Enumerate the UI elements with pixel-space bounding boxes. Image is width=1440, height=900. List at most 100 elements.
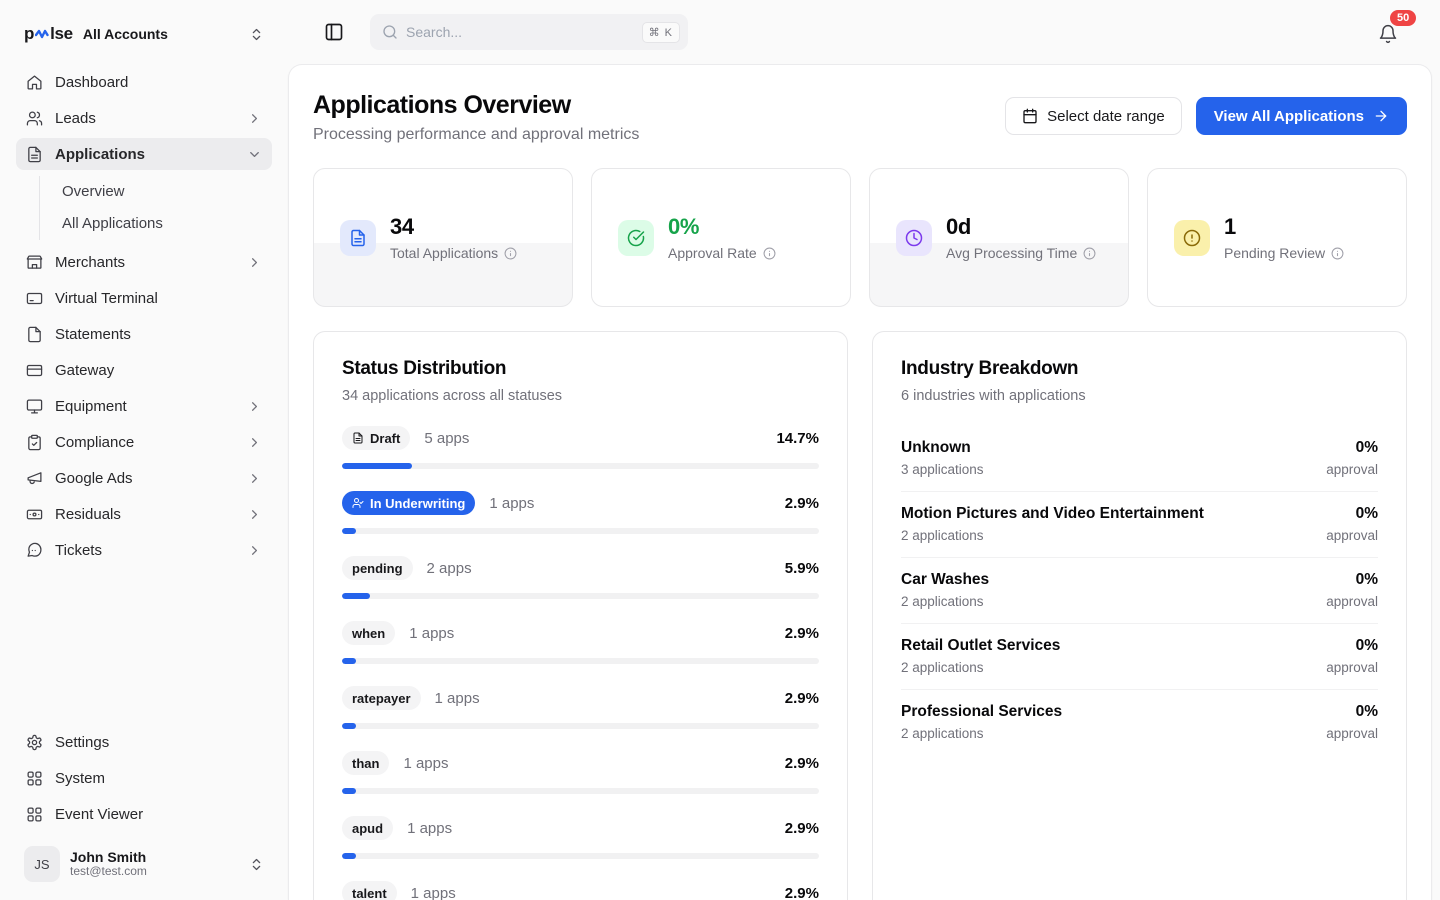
sidebar-item-dashboard[interactable]: Dashboard: [16, 66, 272, 98]
progress-fill: [342, 528, 356, 534]
stat-label: Avg Processing Time: [946, 245, 1096, 261]
org-switcher[interactable]: p lse All Accounts: [16, 16, 272, 52]
sidebar-item-label: Merchants: [55, 253, 126, 271]
info-icon[interactable]: [504, 247, 517, 260]
notification-count-badge: 50: [1390, 10, 1417, 26]
calendar-icon: [1023, 108, 1037, 124]
chevron-right-icon: [252, 473, 257, 483]
gear-icon: [27, 734, 42, 750]
sidebar-item-applications[interactable]: Applications: [16, 138, 272, 170]
apps-count: 1 apps: [407, 819, 453, 837]
industry-name: Motion Pictures and Video Entertainment: [901, 505, 1204, 522]
sidebar-item-label: Statements: [55, 325, 131, 343]
status-percent: 2.9%: [784, 819, 819, 837]
stat-card-approval-rate: 0% Approval Rate: [591, 168, 851, 307]
sidebar-item-system[interactable]: System: [16, 762, 272, 794]
status-badge-label: talent: [352, 885, 387, 900]
stat-value: 34: [390, 214, 414, 239]
status-panel-subtitle: 34 applications across all statuses: [342, 388, 563, 404]
progress-bar: [342, 788, 819, 794]
stat-card-avg-processing-time: 0d Avg Processing Time: [869, 168, 1129, 307]
sidebar-item-tickets[interactable]: Tickets: [16, 534, 272, 566]
progress-fill: [342, 723, 356, 729]
sidebar-footer: Settings System Event Viewer JS John Smi…: [16, 726, 272, 888]
bell-icon: [1379, 24, 1397, 44]
sidebar-item-google-ads[interactable]: Google Ads: [16, 462, 272, 494]
stat-value: 0%: [668, 214, 700, 239]
sidebar-item-compliance[interactable]: Compliance: [16, 426, 272, 458]
notifications-button[interactable]: 50: [1378, 10, 1417, 46]
clock-icon: [896, 219, 932, 256]
file-icon: [28, 326, 41, 342]
industry-row: Professional Services 2 applications 0% …: [901, 689, 1378, 755]
sidebar-item-label: Applications: [55, 145, 146, 163]
alert-circle-icon: [1174, 219, 1210, 256]
sidebar-subitem-label: Overview: [62, 182, 125, 200]
apps-count: 2 apps: [426, 559, 472, 577]
sidebar-item-gateway[interactable]: Gateway: [16, 354, 272, 386]
industry-approval-label: approval: [1326, 660, 1378, 675]
megaphone-icon: [27, 471, 42, 484]
sidebar-item-merchants[interactable]: Merchants: [16, 246, 272, 278]
sidebar-item-leads[interactable]: Leads: [16, 102, 272, 134]
status-percent: 2.9%: [784, 494, 819, 512]
progress-fill: [342, 853, 356, 859]
status-percent: 2.9%: [784, 624, 819, 642]
status-badge-label: than: [352, 755, 380, 771]
apps-count: 1 apps: [434, 689, 480, 707]
status-percent: 2.9%: [784, 754, 819, 772]
main-column: ⌘ K 50 Applications Overview Processing …: [288, 0, 1440, 900]
sidebar-item-event-viewer[interactable]: Event Viewer: [16, 798, 272, 830]
sidebar-item-equipment[interactable]: Equipment: [16, 390, 272, 422]
industry-approval-rate: 0%: [1355, 703, 1378, 720]
info-icon[interactable]: [1083, 247, 1096, 260]
credit-card-icon: [26, 364, 43, 376]
sidebar-item-virtual-terminal[interactable]: Virtual Terminal: [16, 282, 272, 314]
progress-fill: [342, 463, 413, 469]
sidebar-item-settings[interactable]: Settings: [16, 726, 272, 758]
stat-label-text: Pending Review: [1224, 245, 1326, 261]
select-date-range-button[interactable]: Select date range: [1005, 97, 1182, 135]
sidebar: p lse All Accounts Dashboard Leads Appli…: [0, 0, 288, 900]
credit-card-icon: [26, 292, 43, 304]
status-badge-label: apud: [352, 820, 384, 836]
status-badge-talent: talent: [342, 881, 397, 900]
info-icon[interactable]: [763, 247, 776, 260]
sidebar-item-label: Residuals: [55, 505, 121, 523]
banknote-icon: [26, 509, 43, 519]
status-distribution-panel: Status Distribution 34 applications acro…: [313, 331, 848, 900]
sidebar-item-statements[interactable]: Statements: [16, 318, 272, 350]
stat-value: 1: [1224, 214, 1236, 239]
view-all-applications-label: View All Applications: [1213, 107, 1364, 125]
progress-bar: [342, 853, 819, 859]
view-all-applications-button[interactable]: View All Applications: [1195, 97, 1407, 135]
search-box[interactable]: ⌘ K: [370, 14, 688, 50]
user-menu[interactable]: JS John Smith test@test.com: [16, 840, 272, 888]
chevron-right-icon: [252, 113, 257, 123]
progress-fill: [342, 658, 356, 664]
stat-value: 0d: [946, 214, 972, 239]
status-percent: 14.7%: [776, 429, 819, 447]
status-row: pending 2 apps 5.9%: [342, 556, 819, 599]
sidebar-item-label: Compliance: [55, 433, 135, 451]
sidebar-item-label: Dashboard: [55, 73, 129, 91]
apps-count: 1 apps: [403, 754, 449, 772]
status-badge-label: In Underwriting: [370, 495, 466, 511]
sidebar-item-label: Equipment: [55, 397, 127, 415]
sidebar-item-label: Gateway: [55, 361, 115, 379]
clipboard-check-icon: [28, 434, 41, 450]
status-badge-in-underwriting: In Underwriting: [342, 491, 476, 515]
sidebar-subitem-overview[interactable]: Overview: [54, 176, 272, 206]
industry-row: Motion Pictures and Video Entertainment …: [901, 491, 1378, 557]
sidebar-item-label: Leads: [55, 109, 96, 127]
sidebar-subitem-all-applications[interactable]: All Applications: [54, 208, 272, 238]
sidebar-item-label: Settings: [55, 733, 110, 751]
sidebar-toggle-icon[interactable]: [324, 22, 344, 42]
stat-card-pending-review: 1 Pending Review: [1147, 168, 1407, 307]
sidebar-item-residuals[interactable]: Residuals: [16, 498, 272, 530]
info-icon[interactable]: [1331, 247, 1344, 260]
search-input[interactable]: [406, 24, 634, 40]
status-row: apud 1 apps 2.9%: [342, 816, 819, 859]
search-icon: [383, 25, 397, 39]
